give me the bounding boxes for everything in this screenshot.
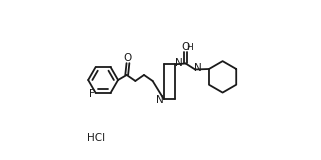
Text: O: O: [182, 42, 190, 52]
Text: N: N: [156, 95, 164, 105]
Text: N: N: [194, 63, 202, 73]
Text: H: H: [186, 43, 193, 52]
Text: O: O: [124, 53, 132, 63]
Text: N: N: [175, 59, 183, 68]
Text: F: F: [89, 89, 95, 99]
Text: HCl: HCl: [87, 133, 105, 143]
